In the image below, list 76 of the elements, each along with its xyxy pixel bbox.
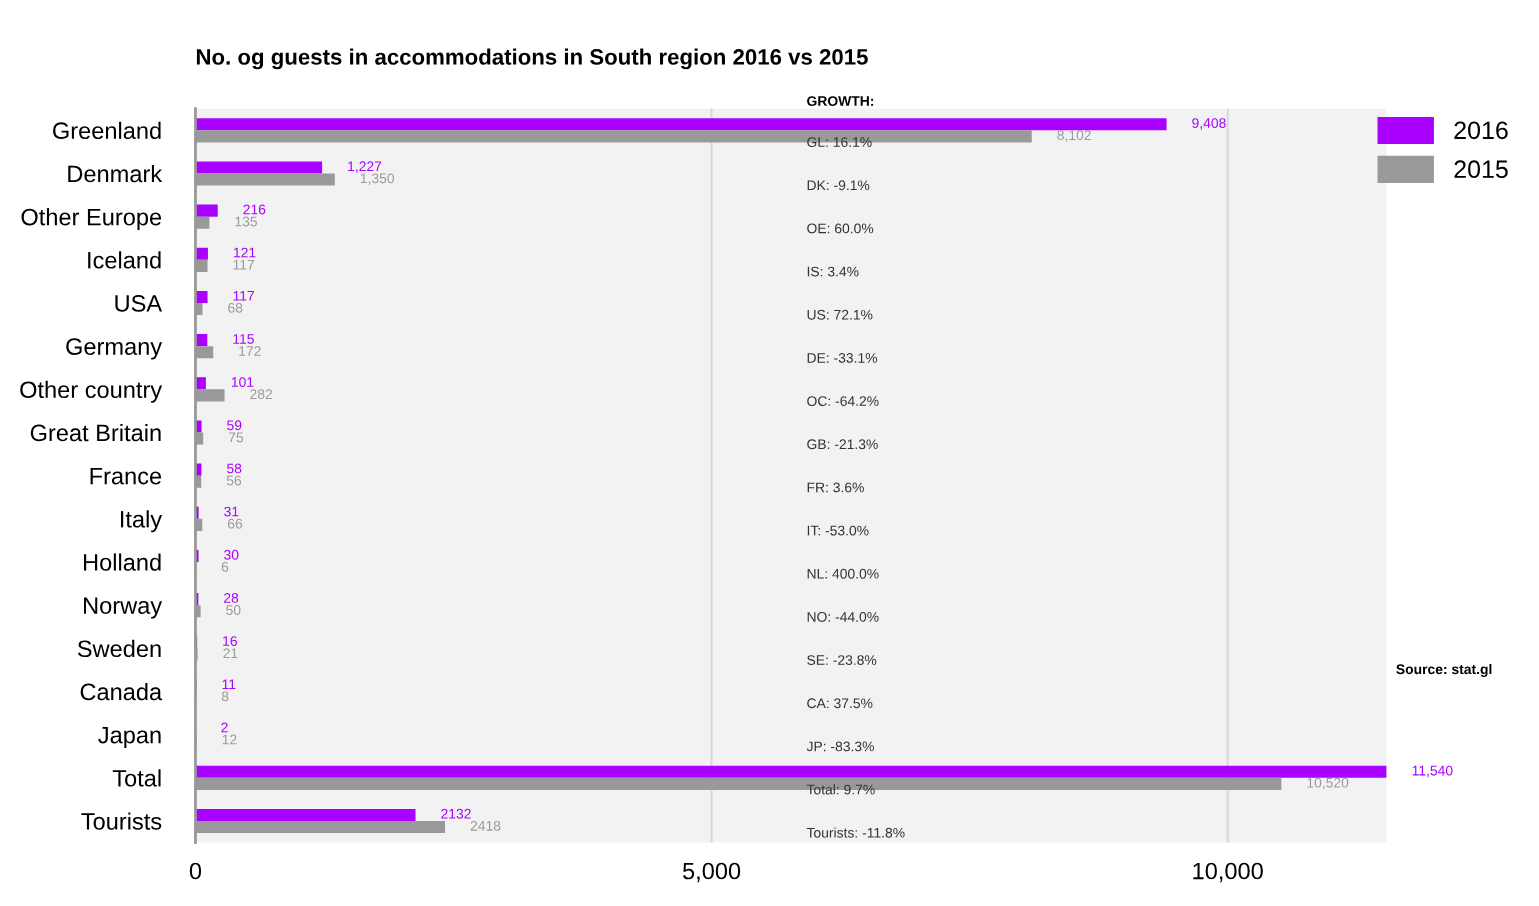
- annotation: DK: -9.1%: [807, 180, 870, 191]
- y-tick-label: Other country: [20, 380, 163, 403]
- data-label: 121: [234, 247, 256, 258]
- data-label: 21: [223, 648, 238, 658]
- annotation: US: 72.1%: [807, 309, 873, 320]
- y-tick-label: Norway: [84, 597, 163, 619]
- annotation: IS: 3.4%: [807, 266, 859, 277]
- data-label: 75: [228, 432, 244, 443]
- annotation: OE: 60.0%: [807, 223, 874, 234]
- data-label: 115: [233, 334, 254, 344]
- data-label: 216: [243, 204, 266, 215]
- data-label: 11,540: [1412, 765, 1453, 778]
- data-label: 31: [224, 506, 239, 517]
- source-note: Source: stat.gl: [1396, 663, 1492, 677]
- data-label: 2418: [470, 820, 501, 831]
- y-tick-label: Sweden: [77, 639, 161, 658]
- annotation: OC: -64.2%: [807, 396, 879, 406]
- data-label: 30: [224, 549, 239, 560]
- data-label: 1,350: [360, 173, 395, 185]
- annotation: CA: 37.5%: [807, 698, 873, 709]
- annotation: GB: -21.3%: [807, 439, 878, 450]
- data-label: 135: [235, 216, 257, 227]
- data-label: 28: [224, 593, 239, 603]
- annotation: JP: -83.3%: [806, 741, 874, 752]
- data-label: 2132: [441, 808, 471, 819]
- annotation: IT: -53.0%: [807, 525, 869, 536]
- data-label: 68: [228, 302, 243, 313]
- annotation: SE: -23.8%: [807, 655, 877, 665]
- data-label: 56: [226, 475, 242, 486]
- data-label: 8,102: [1057, 130, 1091, 142]
- data-label: 282: [250, 389, 273, 400]
- y-tick-label: Greenland: [53, 121, 161, 140]
- y-tick-label: Total: [112, 769, 161, 787]
- y-tick-label: Iceland: [88, 251, 161, 269]
- data-label: 10,520: [1307, 777, 1349, 790]
- x-tick-label: 5,000: [682, 862, 741, 883]
- data-label: 117: [233, 290, 254, 301]
- legend-label: 2015: [1454, 160, 1508, 179]
- legend-label: 2016: [1454, 121, 1508, 140]
- data-label: 16: [223, 636, 237, 647]
- y-tick-label: France: [90, 467, 162, 485]
- data-label: 59: [227, 420, 242, 431]
- data-label: 2: [221, 722, 228, 733]
- chart-title: No. og guests in accommodations in South region 2016 vs 2015: [196, 48, 868, 70]
- annotation: GL: 16.1%: [807, 137, 872, 147]
- y-tick-label: Tourists: [81, 812, 162, 830]
- data-label: 101: [231, 377, 254, 387]
- annotation: DE: -33.1%: [807, 352, 878, 363]
- data-label: 172: [239, 346, 261, 356]
- annotation: NO: -44.0%: [807, 612, 879, 622]
- y-tick-label: Holland: [83, 553, 161, 571]
- data-label: 58: [227, 463, 242, 474]
- annotation: Total: 9.7%: [806, 784, 875, 795]
- data-label: 8: [221, 691, 229, 702]
- data-label: 50: [226, 605, 241, 615]
- data-label: 117: [233, 259, 254, 270]
- text: GROWTH:: [807, 96, 874, 106]
- y-tick-label: Great Britain: [30, 423, 161, 442]
- data-label: 1,227: [348, 161, 382, 173]
- y-tick-label: Other Europe: [21, 208, 162, 231]
- data-label: 66: [227, 518, 243, 529]
- y-tick-label: Italy: [121, 510, 163, 533]
- y-tick-label: Japan: [98, 726, 161, 749]
- x-tick-label: 0: [189, 862, 202, 880]
- x-tick-label: 10,000: [1193, 862, 1263, 883]
- data-label: 11: [222, 679, 236, 690]
- annotation: FR: 3.6%: [807, 482, 864, 493]
- y-tick-label: USA: [115, 295, 163, 312]
- data-label: 6: [221, 561, 229, 572]
- y-tick-label: Canada: [80, 682, 163, 701]
- annotation: Tourists: -11.8%: [806, 827, 905, 838]
- data-label: 12: [222, 734, 237, 745]
- data-label: 9,408: [1192, 118, 1226, 130]
- annotation: NL: 400.0%: [807, 568, 879, 579]
- y-tick-label: Denmark: [68, 164, 163, 183]
- y-tick-label: Germany: [66, 338, 163, 360]
